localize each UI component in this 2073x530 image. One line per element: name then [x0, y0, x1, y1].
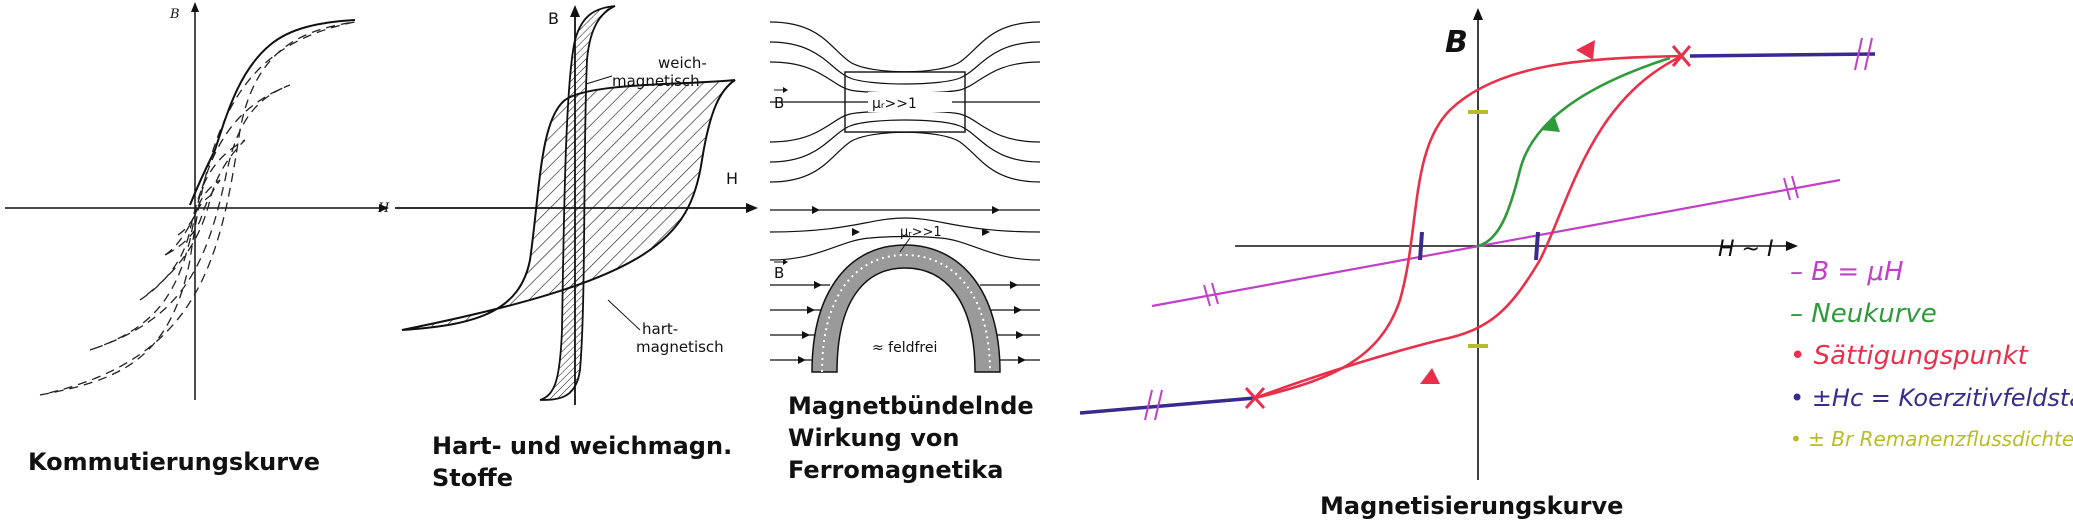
flux-concentration-panel: B μᵣ>>1 μᵣ>>1 B ≈ feld [760, 0, 1050, 530]
vacuum-line [1151, 178, 1841, 308]
panel2-caption: Hart- und weichmagn. Stoffe [432, 432, 733, 492]
hysteresis-upper-branch [1254, 54, 1683, 400]
legend-saturation: • Sättigungspunkt [1790, 341, 2029, 371]
legend: – B = μH – Neukurve • Sättigungspunkt • … [1790, 257, 2073, 451]
field-free-label: ≈ feldfrei [872, 340, 937, 356]
b-axis-label: B [548, 9, 559, 28]
soft-magnetic-loop [539, 5, 616, 401]
virgin-curve [1477, 56, 1671, 248]
upper-saturation-line [1689, 52, 1876, 58]
b-axis-label: B [1445, 25, 1468, 60]
mu-label-top: μᵣ>>1 [872, 96, 917, 112]
flux-concentration-diagram: B μᵣ>>1 μᵣ>>1 B ≈ feld [769, 21, 1041, 373]
h-axis-label: H [377, 201, 390, 216]
legend-remanence: • ± Br Remanenzflussdichte [1790, 427, 2073, 451]
commutation-curve-diagram: B H [5, 2, 390, 400]
soft-label-2: magnetisch [612, 72, 700, 90]
panel3-caption: Magnetbündelnde Wirkung von Ferromagneti… [788, 392, 1034, 484]
legend-virgin-curve: – Neukurve [1790, 299, 1937, 329]
shield-arch [811, 244, 1001, 373]
legend-coercivity: • ±Hc = Koerzitivfeldstärke [1790, 384, 2073, 412]
remanence-markers [1468, 110, 1488, 348]
hard-soft-magnetic-panel: B H weich- magnetisch hart- magnetisch H… [390, 0, 760, 530]
saturation-points [1244, 45, 1692, 410]
h-axis-label: H ~ I [1718, 237, 1773, 262]
rod-outline [844, 71, 966, 133]
coercive-markers [1418, 231, 1540, 261]
hysteresis-loops [39, 21, 356, 396]
lower-saturation-line [1079, 396, 1256, 415]
magnetization-curve-panel: B H ~ I [1070, 0, 2073, 530]
commutation-curve [189, 19, 356, 206]
hard-label-2: magnetisch [636, 338, 724, 356]
panel1-caption: Kommutierungskurve [28, 448, 321, 476]
hard-label-1: hart- [642, 320, 678, 338]
magnetization-curve-diagram: B H ~ I [1079, 8, 2073, 480]
commutation-curve-panel: B H Kommutierungskurve [0, 0, 390, 530]
h-axis-label: H [726, 169, 738, 188]
hysteresis-lower-branch [1254, 54, 1683, 400]
soft-label-1: weich- [658, 54, 707, 72]
vacuum-line-break-marks [1203, 175, 1799, 307]
field-symbol-top: B [774, 94, 784, 112]
b-axis-label: B [169, 7, 180, 22]
legend-vacuum: – B = μH [1790, 257, 1904, 287]
hard-soft-diagram: B H weich- magnetisch hart- magnetisch [395, 5, 758, 405]
mu-label-bottom: μᵣ>>1 [900, 225, 942, 240]
panel4-caption: Magnetisierungskurve [1320, 492, 1624, 520]
field-symbol-bottom: B [774, 264, 784, 282]
